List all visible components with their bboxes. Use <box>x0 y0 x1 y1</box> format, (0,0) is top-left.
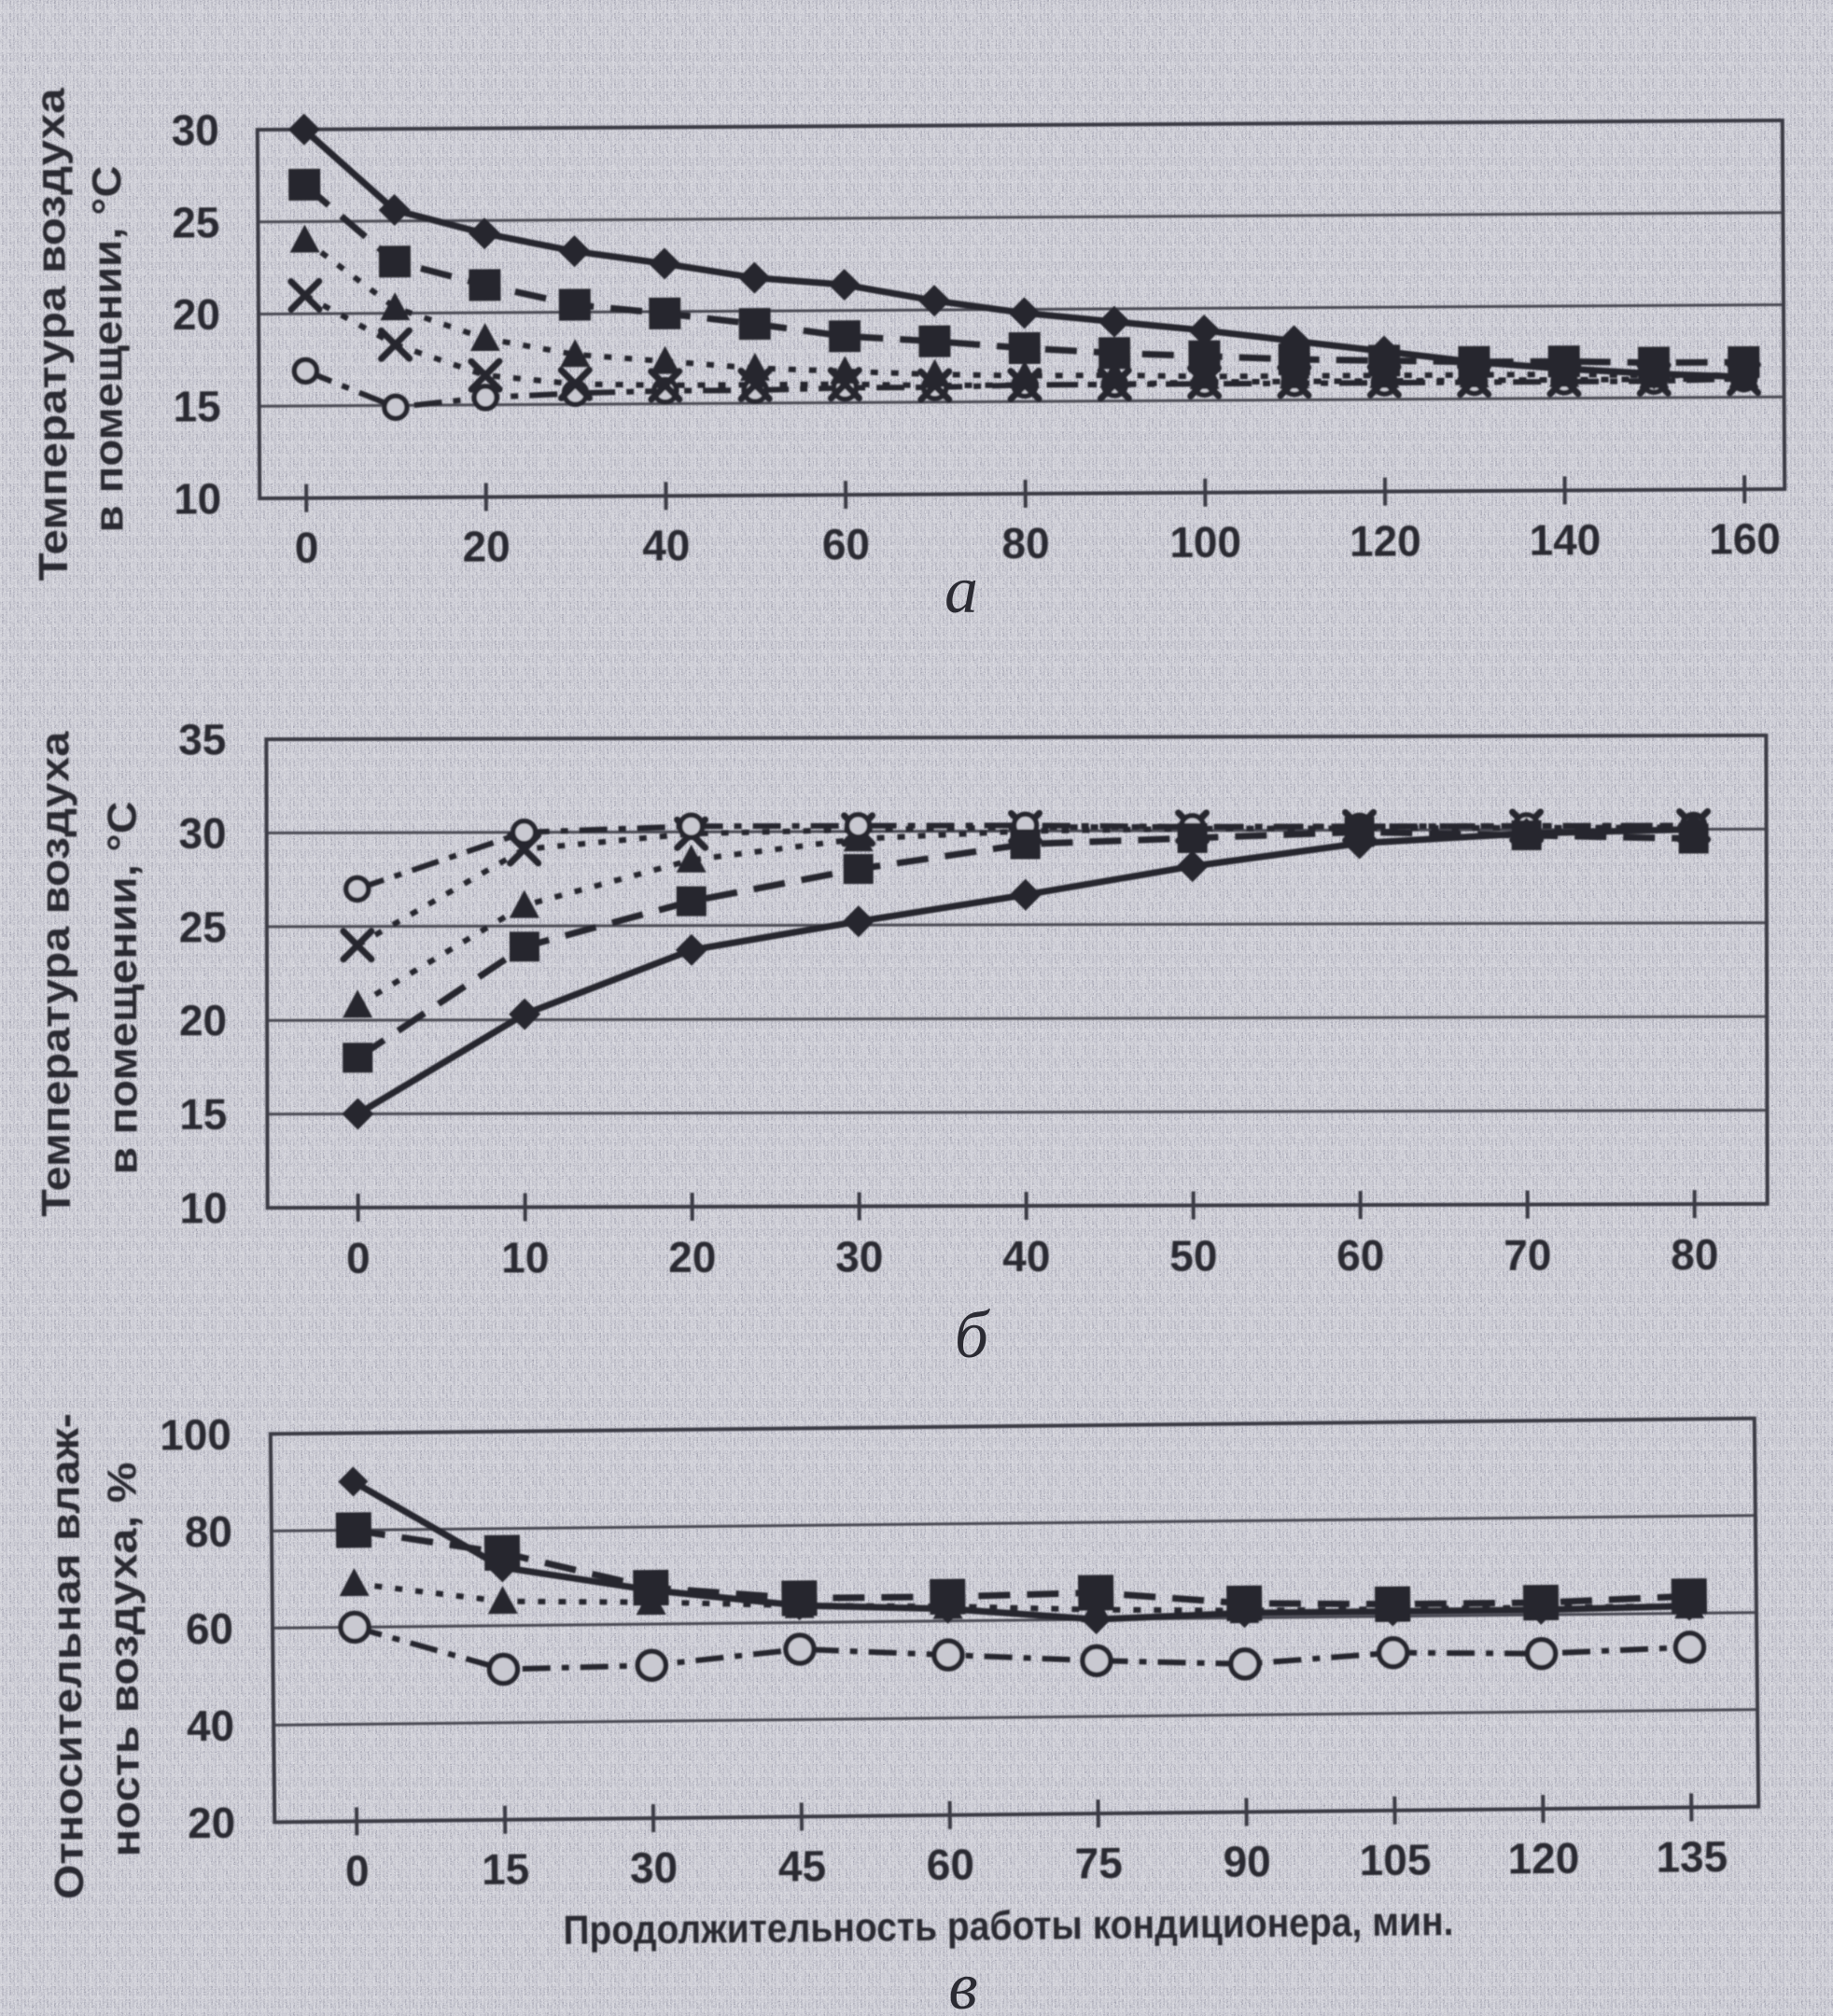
svg-text:45: 45 <box>778 1841 827 1891</box>
svg-text:в помещении, °С: в помещении, °С <box>84 165 132 532</box>
svg-text:25: 25 <box>172 198 219 246</box>
svg-text:80: 80 <box>185 1507 233 1557</box>
svg-text:40: 40 <box>1002 1232 1050 1281</box>
svg-text:0: 0 <box>295 524 319 572</box>
svg-text:20: 20 <box>668 1233 716 1281</box>
svg-text:10: 10 <box>501 1233 549 1281</box>
svg-text:75: 75 <box>1074 1839 1123 1888</box>
svg-text:25: 25 <box>179 903 227 951</box>
svg-text:105: 105 <box>1359 1835 1431 1884</box>
svg-text:30: 30 <box>171 105 218 154</box>
svg-text:б: б <box>955 1297 991 1372</box>
svg-text:160: 160 <box>1709 514 1781 563</box>
svg-text:Температура воздуха: Температура воздуха <box>32 731 78 1217</box>
svg-text:а: а <box>944 553 978 627</box>
svg-text:60: 60 <box>822 520 870 568</box>
svg-text:Относительная влаж-: Относительная влаж- <box>42 1413 92 1899</box>
svg-text:90: 90 <box>1223 1837 1271 1886</box>
svg-text:15: 15 <box>179 1090 227 1139</box>
svg-text:в: в <box>948 1949 977 2016</box>
svg-text:100: 100 <box>160 1410 231 1460</box>
svg-text:60: 60 <box>186 1604 234 1654</box>
svg-text:в помещении, °С: в помещении, °С <box>100 801 147 1174</box>
svg-text:100: 100 <box>1169 518 1241 567</box>
svg-text:80: 80 <box>1671 1230 1718 1279</box>
svg-text:20: 20 <box>173 290 220 339</box>
svg-text:10: 10 <box>179 1183 227 1232</box>
svg-text:30: 30 <box>178 809 226 858</box>
svg-text:ность воздуха, %: ность воздуха, % <box>99 1462 148 1856</box>
svg-text:0: 0 <box>345 1846 370 1895</box>
svg-text:20: 20 <box>188 1799 236 1848</box>
svg-text:20: 20 <box>462 522 510 570</box>
svg-text:40: 40 <box>642 521 690 569</box>
svg-text:15: 15 <box>173 382 220 430</box>
svg-text:35: 35 <box>178 715 226 763</box>
svg-text:20: 20 <box>179 996 227 1044</box>
svg-text:60: 60 <box>1336 1231 1384 1280</box>
svg-text:50: 50 <box>1169 1231 1217 1280</box>
svg-text:135: 135 <box>1656 1832 1728 1882</box>
svg-text:10: 10 <box>174 474 221 523</box>
svg-text:120: 120 <box>1507 1834 1579 1883</box>
svg-text:120: 120 <box>1350 516 1421 565</box>
svg-text:70: 70 <box>1504 1231 1551 1280</box>
svg-text:40: 40 <box>187 1701 235 1751</box>
svg-text:60: 60 <box>926 1840 974 1889</box>
svg-text:80: 80 <box>1001 519 1049 567</box>
svg-text:30: 30 <box>835 1232 883 1281</box>
svg-text:140: 140 <box>1529 515 1601 564</box>
svg-text:15: 15 <box>482 1844 530 1894</box>
svg-text:Продолжительность работы конди: Продолжительность работы кондиционера, м… <box>563 1898 1453 1953</box>
svg-text:Температура воздуха: Температура воздуха <box>28 88 77 581</box>
svg-text:30: 30 <box>630 1843 679 1893</box>
svg-text:0: 0 <box>346 1234 371 1282</box>
